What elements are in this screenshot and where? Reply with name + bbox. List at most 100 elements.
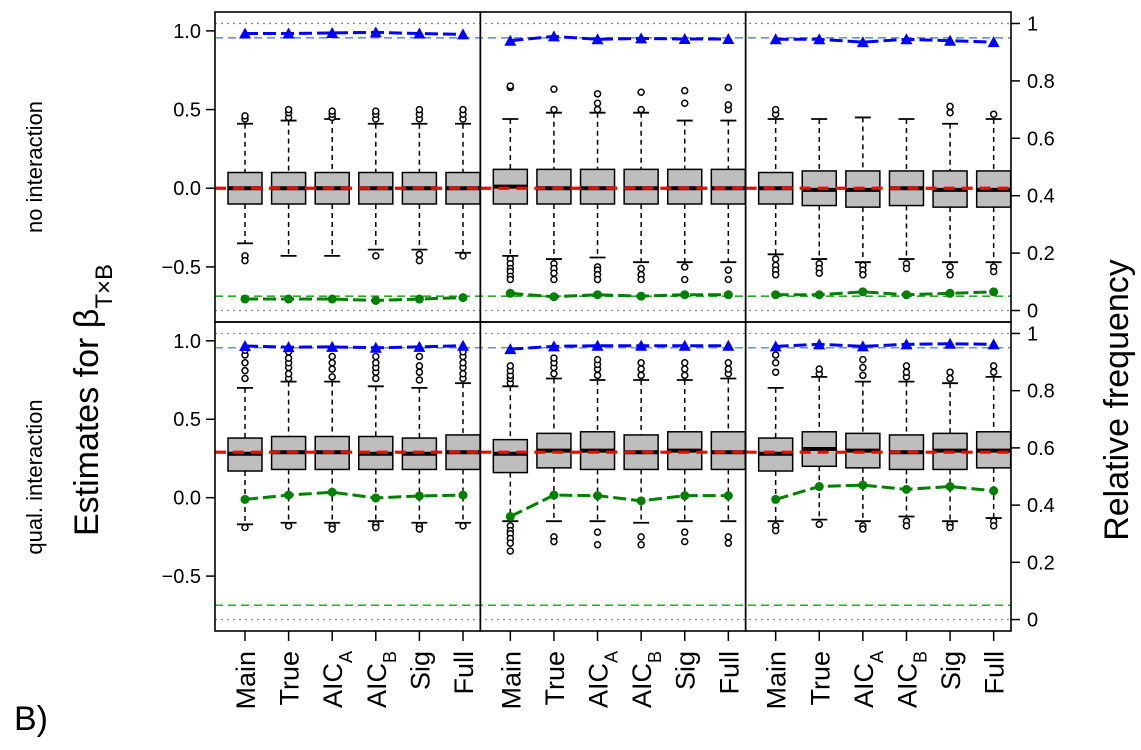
outlier-point bbox=[771, 526, 780, 535]
outlier-point bbox=[902, 264, 911, 273]
blue-triangle-marker bbox=[900, 338, 913, 350]
green-dot-marker bbox=[636, 496, 646, 506]
x-axis-tick-label-text: AIC bbox=[584, 663, 614, 708]
blue-series-line bbox=[510, 344, 729, 351]
green-dot-marker bbox=[458, 490, 468, 500]
outlier-point bbox=[415, 105, 424, 114]
outlier-point bbox=[328, 107, 336, 115]
outlier-point bbox=[550, 354, 558, 362]
green-series-line bbox=[510, 291, 729, 299]
green-dot-marker bbox=[284, 294, 294, 304]
outlier-point bbox=[593, 90, 602, 98]
blue-triangle-marker bbox=[457, 339, 469, 351]
x-axis-tick-label-text: Full bbox=[714, 651, 744, 695]
x-axis-tick-label-text: Main bbox=[231, 651, 261, 710]
boxplot bbox=[666, 359, 703, 546]
x-axis-tick-label-text: Sig bbox=[936, 651, 966, 690]
left-axis-tick-label: 0.0 bbox=[173, 178, 201, 200]
outlier-point bbox=[637, 533, 645, 541]
x-axis-tick-label: Full bbox=[980, 651, 1010, 695]
panel-column-1 bbox=[215, 26, 481, 305]
outlier-point bbox=[637, 88, 645, 97]
blue-series-line bbox=[775, 342, 994, 348]
left-axis-tick-label: −0.5 bbox=[162, 257, 201, 279]
blue-triangle-marker bbox=[944, 337, 957, 349]
boxplot bbox=[536, 354, 572, 546]
outlier-point bbox=[328, 352, 336, 361]
green-dot-marker bbox=[240, 494, 250, 504]
blue-triangle-marker bbox=[678, 32, 691, 44]
boxplot bbox=[757, 351, 794, 535]
x-axis-tick-label-subscript: A bbox=[867, 651, 887, 663]
panel-column-3 bbox=[745, 337, 1012, 535]
outlier-point bbox=[989, 362, 998, 370]
left-axis-tick-label: −0.5 bbox=[162, 566, 201, 588]
outlier-point bbox=[902, 368, 911, 376]
panel-letter: B) bbox=[14, 700, 48, 738]
blue-series-line bbox=[510, 34, 729, 43]
green-dot-marker bbox=[505, 288, 515, 298]
green-dot-marker bbox=[414, 491, 424, 501]
blue-triangle-marker bbox=[239, 27, 251, 39]
x-axis-tick-label-subscript: A bbox=[602, 651, 622, 663]
blue-series-line bbox=[244, 344, 464, 350]
green-dot-marker bbox=[636, 291, 646, 301]
x-axis-tick-label: True bbox=[275, 651, 305, 706]
outlier-point bbox=[415, 256, 424, 265]
x-axis-tick-label: Main bbox=[231, 651, 261, 710]
outlier-point bbox=[550, 269, 558, 277]
panel-column-3 bbox=[745, 33, 1012, 300]
outlier-point bbox=[946, 271, 954, 279]
green-dot-marker bbox=[814, 482, 824, 492]
boxplot bbox=[801, 365, 838, 529]
outlier-point bbox=[859, 525, 867, 533]
outlier-point bbox=[506, 362, 515, 370]
row-panel-1: 1.0 0.5 0.0 −0.5 1 0.8 0.6 0.4 0.2 0 bbox=[162, 11, 1055, 323]
blue-triangle-marker bbox=[900, 33, 913, 45]
right-axis-tick-label: 1 bbox=[1027, 13, 1038, 35]
boxplot bbox=[445, 105, 481, 260]
outlier-point bbox=[680, 359, 689, 367]
row-label-no-interaction: no interaction bbox=[22, 101, 47, 233]
x-axis-tick-label: Sig bbox=[405, 651, 435, 690]
green-dot-marker bbox=[945, 288, 955, 298]
blue-triangle-marker bbox=[856, 36, 869, 48]
green-dot-marker bbox=[680, 290, 690, 300]
outlier-point bbox=[815, 520, 824, 529]
x-axis-tick-label-subscript: B bbox=[645, 651, 665, 663]
plot-area: 1.0 0.5 0.0 −0.5 1 0.8 0.6 0.4 0.2 0 1.0 0.5 0.0 −0.5… bbox=[162, 11, 1055, 710]
panel-frame bbox=[479, 321, 747, 632]
x-axis-tick-label: Main bbox=[496, 651, 526, 710]
blue-triangle-marker bbox=[769, 340, 782, 352]
x-axis-tick-label: AICB bbox=[892, 651, 930, 708]
right-axis-tick-label: 0.4 bbox=[1027, 186, 1055, 208]
x-axis-tick-label-text: Full bbox=[980, 651, 1010, 695]
outlier-point bbox=[459, 370, 467, 378]
x-axis-tick-label-text: Sig bbox=[405, 651, 435, 690]
blue-triangle-marker bbox=[813, 33, 826, 45]
green-series-line bbox=[775, 483, 994, 501]
outlier-point bbox=[859, 363, 867, 372]
green-dot-marker bbox=[680, 491, 690, 501]
x-axis-tick-label: Full bbox=[714, 651, 744, 695]
outlier-point bbox=[372, 359, 380, 367]
row-panel-2: 1.0 0.5 0.0 −0.5 1 0.8 0.6 0.4 0.2 0 bbox=[162, 321, 1055, 632]
x-axis-tick-label: AICB bbox=[362, 651, 400, 708]
green-series-line bbox=[244, 490, 464, 501]
blue-triangle-marker bbox=[413, 27, 426, 39]
x-axis-tick-label-text: Main bbox=[496, 651, 526, 710]
outlier-point bbox=[593, 371, 602, 380]
boxplot bbox=[358, 352, 394, 532]
right-axis-tick-label: 0 bbox=[1027, 301, 1038, 323]
blue-triangle-marker bbox=[504, 343, 517, 355]
right-axis-label: Relative frequency bbox=[1098, 259, 1136, 541]
boxplot bbox=[492, 362, 529, 555]
outlier-point bbox=[815, 269, 824, 277]
outlier-point bbox=[771, 368, 780, 376]
x-axis-tick-label: Sig bbox=[936, 651, 966, 690]
outlier-point bbox=[593, 275, 602, 284]
outlier-point bbox=[593, 540, 602, 549]
boxplot bbox=[710, 83, 747, 284]
right-axis-tick-label: 0 bbox=[1027, 610, 1038, 632]
